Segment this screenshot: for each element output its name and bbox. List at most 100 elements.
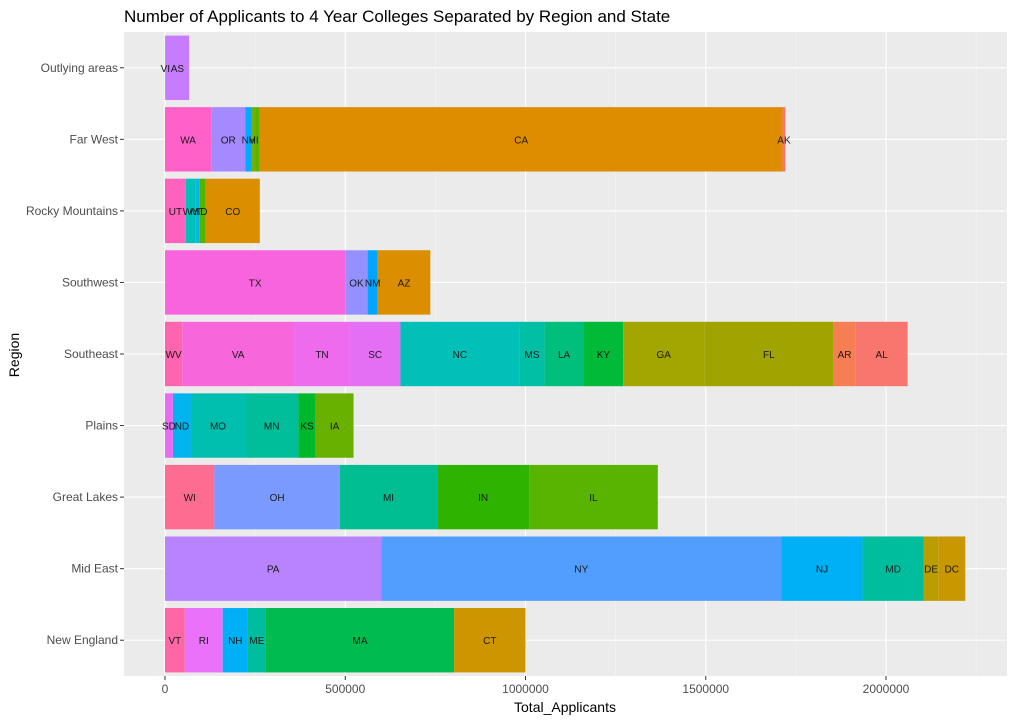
bar-segment-ms [519,321,545,387]
bar-segment-ga [623,321,705,387]
segment-label-mn: MN [264,422,280,433]
segment-label-ok: OK [349,278,364,289]
segment-label-me: ME [249,636,264,647]
bar-segment-hi [251,107,256,172]
segment-label-de: DE [924,565,938,576]
bar-segment-co [205,178,260,244]
segment-label-al: AL [876,350,889,361]
segment-label-nm: NM [365,278,381,289]
segment-label-co: CO [225,207,240,218]
bar-segment-sc [349,321,401,387]
segment-label-wi: WI [184,493,196,504]
bar-segment-mi [339,464,438,530]
bar-segment-nc [400,321,520,387]
segment-label-wy: WY [183,207,199,218]
y-axis-title: Region [6,333,22,377]
bar-segment-ak [782,107,786,172]
bar-segment-az [377,250,431,315]
bar-segment-pa [165,536,382,601]
segment-label-hi: HI [249,135,259,146]
y-tick-label: Mid East [71,562,118,576]
segment-label-wv: WV [166,350,182,361]
bar-segment-ma [265,608,455,673]
bar-segment-as [165,35,190,100]
bar-segment-ny [381,536,782,601]
segment-label-sd: SD [162,422,176,433]
x-axis-ticks: 0 500000 1000000 1500000 2000000 [162,676,910,696]
bar-segment-mt [195,178,200,244]
segment-label-nj: NJ [816,565,828,576]
segment-label-mi: MI [383,493,394,504]
bar-segment-ia [315,393,354,458]
y-tick-label: Southeast [64,347,119,361]
y-tick-label: Far West [70,132,119,146]
bar-segment-tn [294,321,350,387]
segment-label-ks: KS [300,422,314,433]
segment-label-nd: ND [175,422,189,433]
y-tick-label: Rocky Mountains [26,204,118,218]
bar-segment-in [437,464,530,530]
segment-label-or: OR [221,135,236,146]
bar-segment-al [855,321,908,387]
bar-segment-vi [165,35,166,100]
bar-segment-nm [367,250,378,315]
y-tick-label: Outlying areas [41,61,118,75]
segment-label-ca: CA [514,135,528,146]
bar-segment-de [923,536,939,601]
bar-segment-mo [190,393,246,458]
bar-segment-md [862,536,924,601]
segment-label-ga: GA [657,350,672,361]
segment-label-oh: OH [270,493,285,504]
segment-label-nc: NC [453,350,467,361]
bar-segment-nv [245,107,252,172]
segment-label-ak: AK [777,135,791,146]
bar-segment-ok [345,250,368,315]
bar-segment-sd [165,393,173,458]
segment-label-ia: IA [330,422,340,433]
x-tick-label: 2000000 [863,682,910,696]
segment-label-tn: TN [315,350,328,361]
segment-label-va: VA [232,350,245,361]
segment-label-il: IL [589,493,598,504]
bar-segment-wi [165,464,215,530]
bar-segment-me [247,608,266,673]
bar-segment-vt [165,608,185,673]
x-axis-title: Total_Applicants [514,699,616,715]
bar-segment-fl [704,321,834,387]
bar-segment-la [544,321,584,387]
chart-title: Number of Applicants to 4 Year Colleges … [124,7,670,26]
segment-label-wa: WA [180,135,196,146]
segment-label-nh: NH [228,636,242,647]
bar-segment-ar [833,321,856,387]
segment-label-vi: VI [161,64,170,75]
segment-label-ky: KY [597,350,611,361]
segment-label-as: AS [171,64,185,75]
bar-segment-mn [245,393,299,458]
segment-label-ar: AR [838,350,852,361]
segment-label-ct: CT [483,636,496,647]
x-tick-label: 0 [162,682,169,696]
bar-segment-ca [259,107,783,172]
y-axis-ticks: New England Mid East Great Lakes Plains Sout… [26,61,124,647]
bar-segment-il [529,464,658,530]
segment-label-pa: PA [267,565,280,576]
segment-label-ri: RI [199,636,209,647]
segment-label-la: LA [558,350,571,361]
segment-label-ny: NY [574,565,588,576]
x-tick-label: 1000000 [502,682,549,696]
segment-label-id: ID [197,207,207,218]
segment-label-fl: FL [763,350,775,361]
bar-segment-va [182,321,295,387]
bar-segment-dc [938,536,966,601]
x-tick-label: 500000 [325,682,365,696]
y-tick-label: New England [47,633,118,647]
x-tick-label: 1500000 [682,682,729,696]
segment-label-az: AZ [398,278,411,289]
bar-segment-ks [298,393,316,458]
bar-segment-wa [165,107,212,172]
segment-label-dc: DC [945,565,959,576]
y-tick-label: Great Lakes [53,490,118,504]
bar-segment-id [199,178,206,244]
